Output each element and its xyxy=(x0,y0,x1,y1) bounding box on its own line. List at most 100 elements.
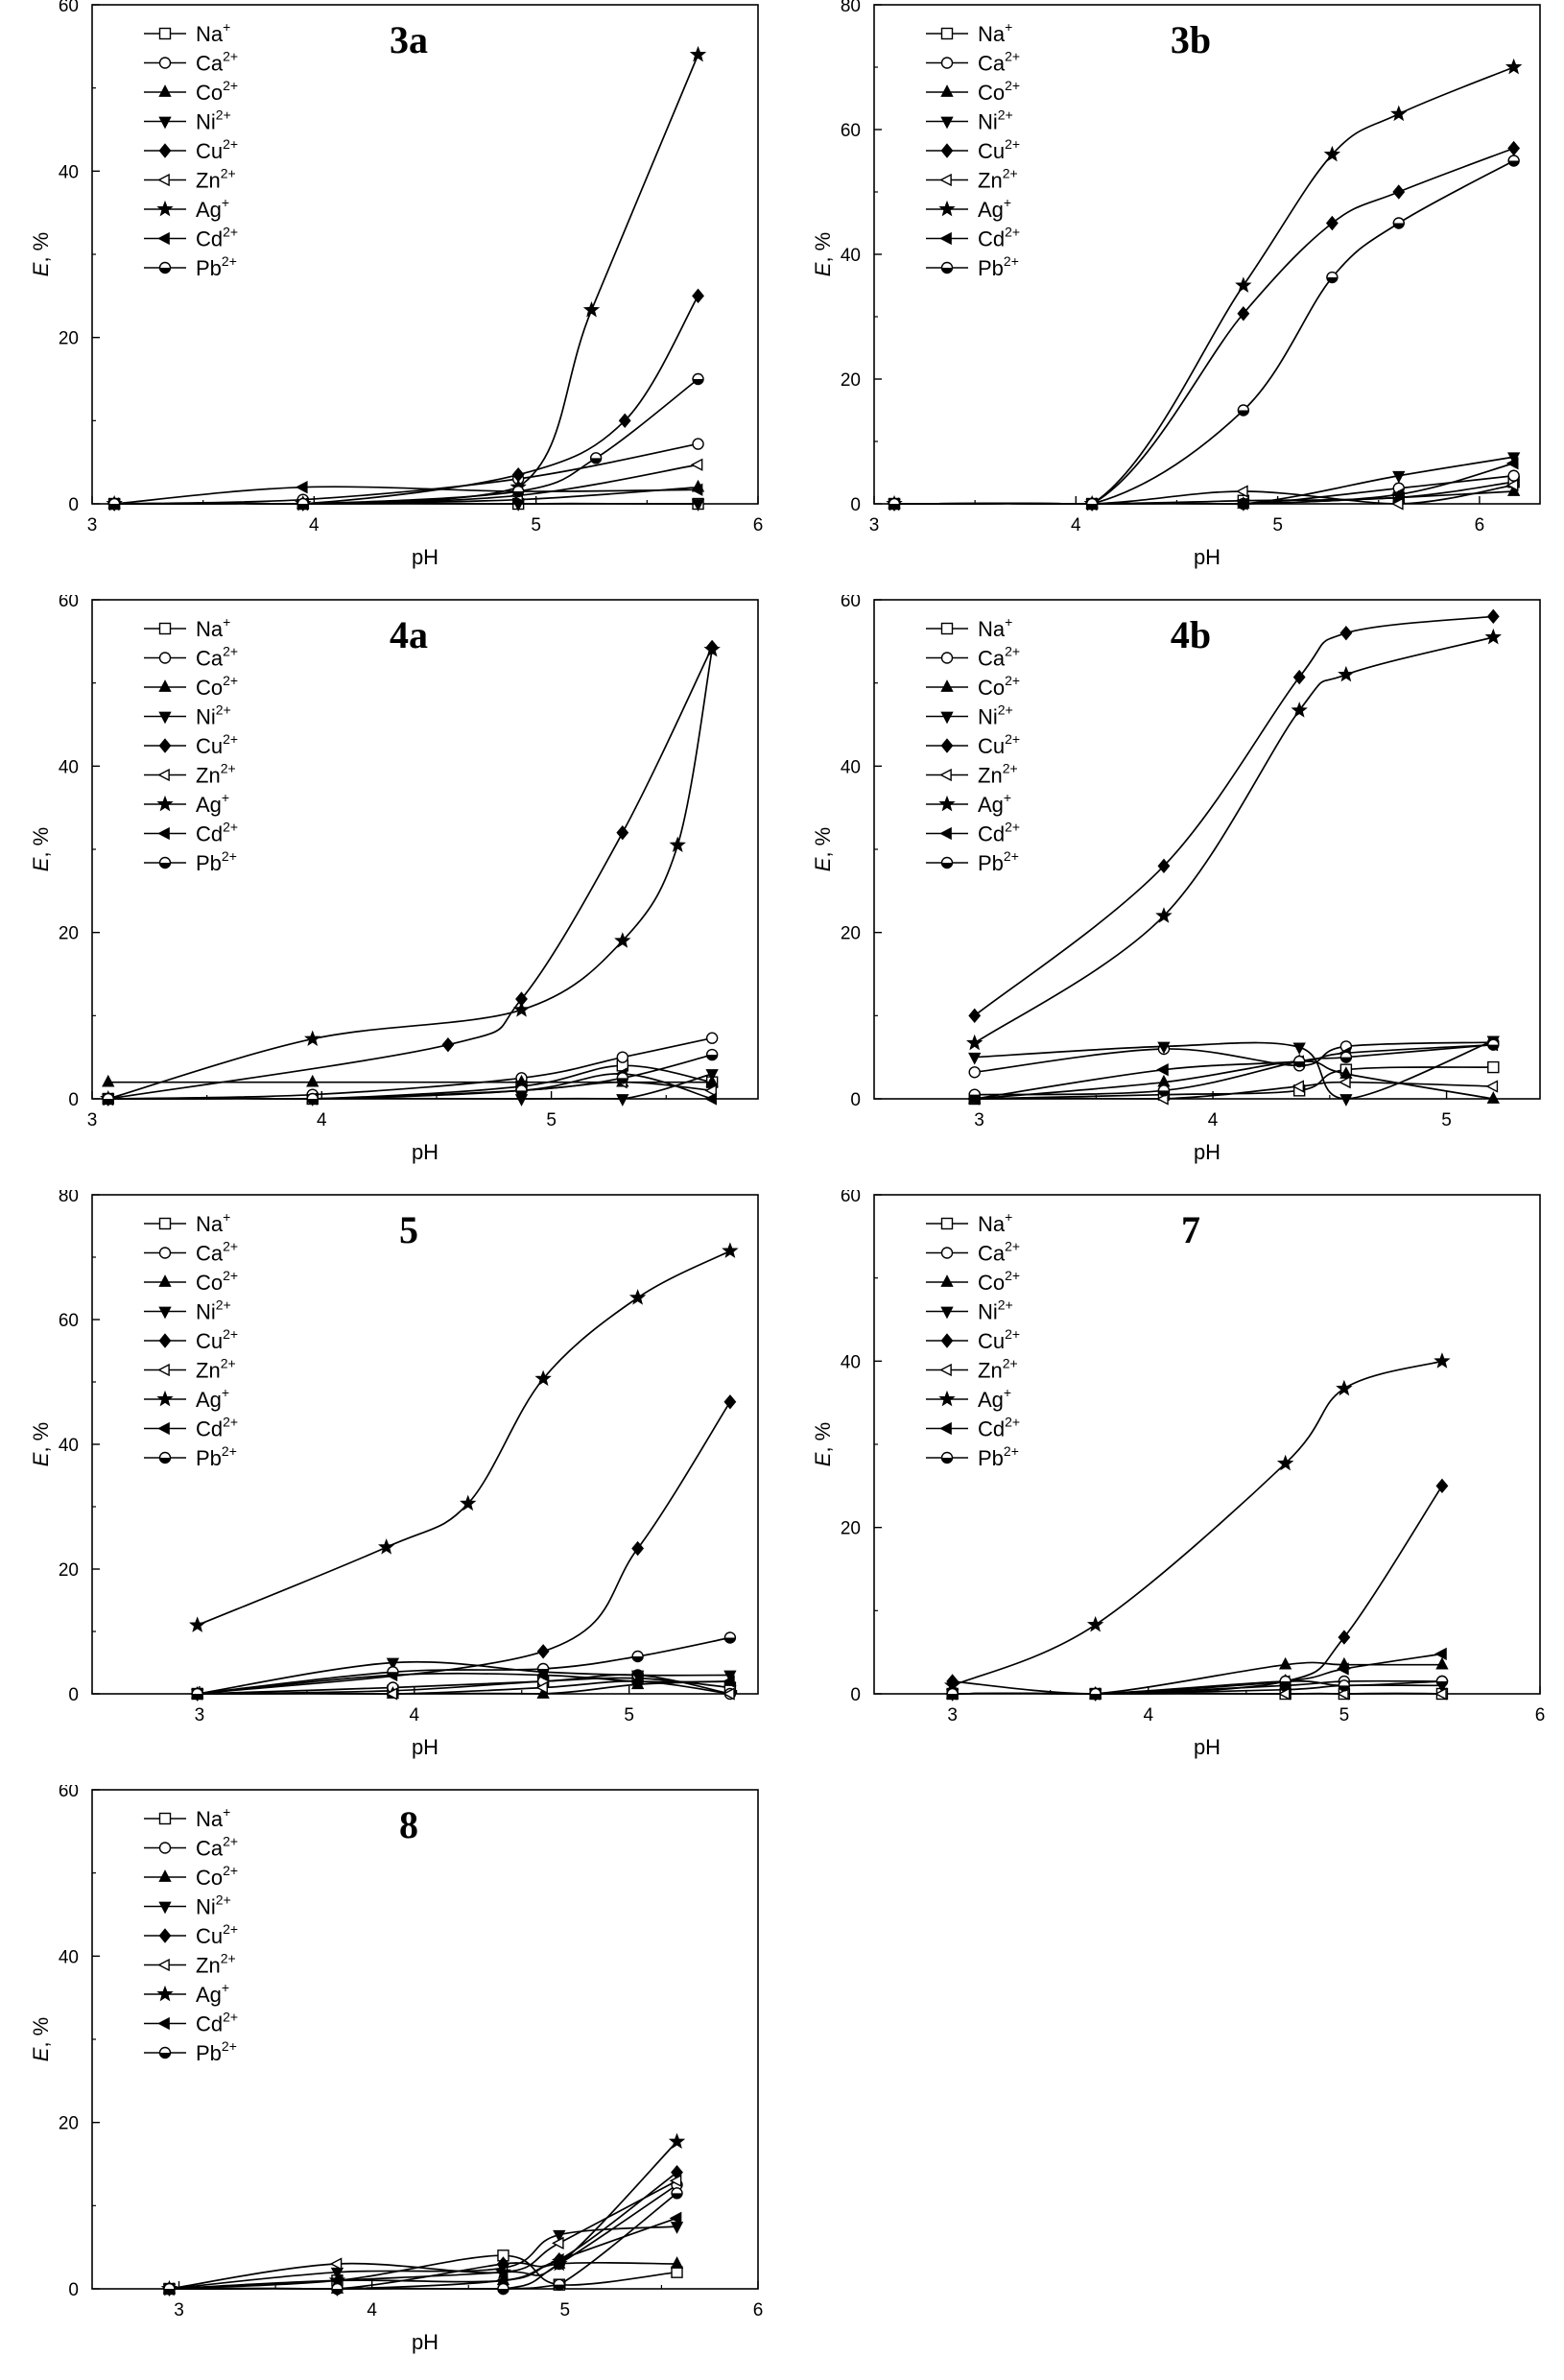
data-point-pb xyxy=(616,1072,629,1084)
x-tick-label: 3 xyxy=(87,1110,98,1130)
y-axis-label: E, % xyxy=(29,2017,53,2061)
data-point-cu xyxy=(1339,625,1353,641)
legend-label-base: Ni xyxy=(196,1895,216,1919)
data-point-ag xyxy=(1086,1615,1104,1632)
legend-label-base: Cu xyxy=(196,1924,223,1948)
legend-label-sup: 2+ xyxy=(222,1443,237,1459)
data-point-ni xyxy=(670,2222,684,2234)
legend-marker-na xyxy=(158,27,172,40)
series-line-zn xyxy=(114,464,699,505)
x-tick-label: 4 xyxy=(410,1705,420,1726)
plot-frame xyxy=(873,1194,1541,1695)
series-line-pb xyxy=(107,1054,713,1100)
panel-label: 7 xyxy=(1181,1208,1200,1251)
legend-label-base: Zn xyxy=(978,1359,1003,1383)
legend-label-na: Na+ xyxy=(196,1804,230,1831)
legend-label-sup: 2+ xyxy=(1003,166,1018,181)
data-point-pb xyxy=(331,2282,344,2296)
data-point-ag xyxy=(669,836,686,853)
legend-label-sup: 2+ xyxy=(223,49,238,64)
legend-label-sup: 2+ xyxy=(216,1297,231,1313)
data-point-ca xyxy=(692,438,704,450)
legend-label-base: Cd xyxy=(196,822,223,846)
legend-label-sup: 2+ xyxy=(223,1863,238,1878)
chart-panel-3b: 3 4 5 6 0 20 40 60 80 pH E, % 3b Na+ Ca2+ Co2+ Ni2+ Cu2+… xyxy=(782,0,1564,595)
series-line-pb xyxy=(952,1679,1442,1695)
legend-label-ca: Ca2+ xyxy=(196,644,238,671)
legend-label-ca: Ca2+ xyxy=(978,49,1020,76)
legend-label-ni: Ni2+ xyxy=(196,702,231,729)
legend-marker-pb xyxy=(158,2046,172,2059)
legend-label-base: Co xyxy=(196,1866,223,1890)
legend-marker-cd xyxy=(157,1421,170,1436)
data-point-ag xyxy=(668,2132,686,2149)
data-point-pb xyxy=(1338,1679,1351,1692)
legend-marker-co xyxy=(158,679,172,692)
series-line-pb xyxy=(974,1043,1494,1096)
legend-label-base: Na xyxy=(978,22,1006,46)
data-point-pb xyxy=(1507,155,1520,167)
data-point-ni xyxy=(1157,1041,1171,1055)
data-point-pb xyxy=(692,372,704,386)
data-point-cd xyxy=(1434,1647,1447,1661)
x-tick-label: 5 xyxy=(560,2300,571,2320)
legend-label-base: Pb xyxy=(978,1446,1004,1470)
y-axis-label: E, % xyxy=(29,232,53,276)
data-point-pb xyxy=(1157,1084,1171,1097)
legend-label-sup: + xyxy=(1005,1209,1012,1225)
series-pb xyxy=(888,155,1520,511)
data-point-cd xyxy=(629,1675,643,1688)
x-tick-label: 4 xyxy=(367,2300,377,2320)
legend-label-base: Pb xyxy=(196,2041,222,2065)
series-pb xyxy=(107,372,704,511)
legend-label-pb: Pb2+ xyxy=(196,253,237,280)
legend-marker-ag xyxy=(156,795,174,812)
plot-frame xyxy=(91,599,759,1100)
legend-marker-na xyxy=(940,1217,954,1230)
x-tick-label: 3 xyxy=(947,1705,958,1726)
data-point-pb xyxy=(102,1092,114,1106)
series-line-ca xyxy=(169,2183,677,2290)
y-tick-label: 0 xyxy=(850,1090,861,1110)
legend-marker-ca xyxy=(158,57,172,69)
legend-label-cd: Cd2+ xyxy=(978,1415,1020,1441)
data-point-zn xyxy=(1505,478,1519,492)
data-point-ag xyxy=(1235,276,1252,293)
x-tick-label: 4 xyxy=(309,515,320,536)
legend-marker-cu xyxy=(940,738,954,753)
legend-label-sup: 2+ xyxy=(1005,673,1020,688)
legend-marker-cd xyxy=(157,2016,170,2031)
series-pb xyxy=(102,1048,719,1106)
series-line-cd xyxy=(114,486,699,505)
legend-label-sup: 2+ xyxy=(216,107,231,123)
data-point-co xyxy=(1435,1656,1449,1670)
legend-label-sup: 2+ xyxy=(223,673,238,688)
legend-label-base: Ni xyxy=(196,110,216,134)
y-axis-label-symbol: E xyxy=(811,1452,835,1466)
legend-marker-cd xyxy=(157,826,170,841)
data-point-ag xyxy=(1390,105,1408,122)
y-axis-label-unit: , % xyxy=(811,232,835,263)
legend-label-base: Pb xyxy=(196,851,222,875)
legend-marker-ag xyxy=(156,1390,174,1407)
legend-label-sup: + xyxy=(222,790,229,805)
legend-marker-co xyxy=(158,84,172,97)
legend-label-co: Co2+ xyxy=(196,1268,238,1295)
y-axis-label: E, % xyxy=(29,827,53,871)
legend-label-co: Co2+ xyxy=(978,78,1020,105)
data-point-ni xyxy=(1392,470,1406,484)
data-point-pb xyxy=(515,1084,528,1097)
data-point-co xyxy=(306,1074,320,1087)
legend-label-sup: 2+ xyxy=(223,136,238,152)
data-point-zn xyxy=(690,458,703,471)
data-point-zn xyxy=(1291,1080,1305,1093)
series-line-pb xyxy=(169,2192,678,2290)
x-tick-label: 5 xyxy=(1339,1705,1350,1726)
legend-label-sup: 2+ xyxy=(223,225,238,240)
legend-label-base: Ag xyxy=(196,793,222,817)
legend-label-ag: Ag+ xyxy=(196,195,229,222)
legend-marker-zn xyxy=(939,173,952,187)
panel-label: 8 xyxy=(399,1803,418,1846)
legend-label-base: Co xyxy=(978,676,1005,700)
